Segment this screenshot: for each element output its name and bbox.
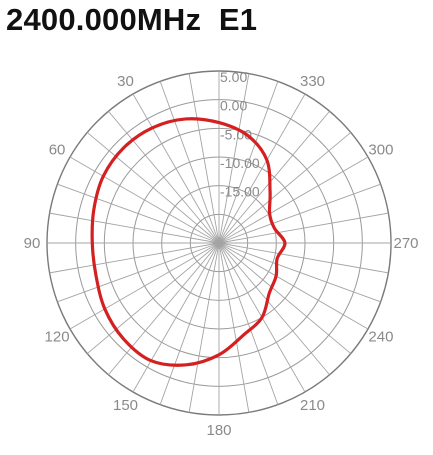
- angle-tick-label: 300: [368, 142, 393, 159]
- grid-spoke: [218, 132, 352, 244]
- grid-spoke: [218, 73, 250, 244]
- radial-tick-label: -15.00: [220, 184, 260, 200]
- angle-tick-label: 60: [49, 142, 66, 159]
- grid-spoke: [69, 156, 220, 244]
- angle-tick-label: 330: [300, 73, 325, 90]
- radial-tick-label: -10.00: [220, 155, 260, 171]
- grid-spoke: [159, 242, 220, 405]
- angle-tick-label: 30: [117, 73, 134, 90]
- grid-spoke: [218, 242, 250, 413]
- grid-spoke: [57, 183, 220, 244]
- grid-spoke: [69, 242, 220, 330]
- angle-tick-label: 240: [368, 329, 393, 346]
- angle-tick-label: 270: [393, 235, 418, 252]
- angle-tick-label: 180: [206, 422, 231, 439]
- grid-spoke: [132, 93, 220, 244]
- grid-spoke: [108, 110, 220, 244]
- angle-tick-label: 150: [113, 397, 138, 414]
- grid-spoke: [218, 242, 381, 303]
- angle-tick-label: 210: [300, 397, 325, 414]
- radial-tick-label: -5.00: [220, 126, 252, 142]
- grid-spoke: [218, 242, 330, 376]
- grid-spoke: [218, 156, 369, 244]
- grid-spoke: [188, 242, 220, 413]
- grid-spoke: [218, 81, 279, 244]
- radial-tick-label: 0.00: [220, 98, 247, 114]
- grid-spoke: [49, 242, 220, 274]
- angle-tick-label: 120: [45, 329, 70, 346]
- grid-spoke: [49, 212, 220, 244]
- grid-spoke: [218, 93, 306, 244]
- grid-spoke: [218, 242, 279, 405]
- grid-spoke: [57, 242, 220, 303]
- grid-spoke: [108, 242, 220, 376]
- grid-spoke: [218, 183, 381, 244]
- radial-tick-label: 5.00: [220, 69, 247, 85]
- grid-spoke: [218, 242, 389, 274]
- grid-spoke: [218, 212, 389, 244]
- grid-spoke: [86, 242, 220, 354]
- grid-spoke: [218, 242, 369, 330]
- grid-spoke: [132, 242, 220, 393]
- chart-title: 2400.000MHz E1: [6, 2, 258, 37]
- grid-spoke: [218, 242, 352, 354]
- grid-spoke: [218, 110, 330, 244]
- grid-spoke: [86, 132, 220, 244]
- grid-spoke: [188, 73, 220, 244]
- grid-spoke: [159, 81, 220, 244]
- angle-tick-label: 90: [24, 235, 41, 252]
